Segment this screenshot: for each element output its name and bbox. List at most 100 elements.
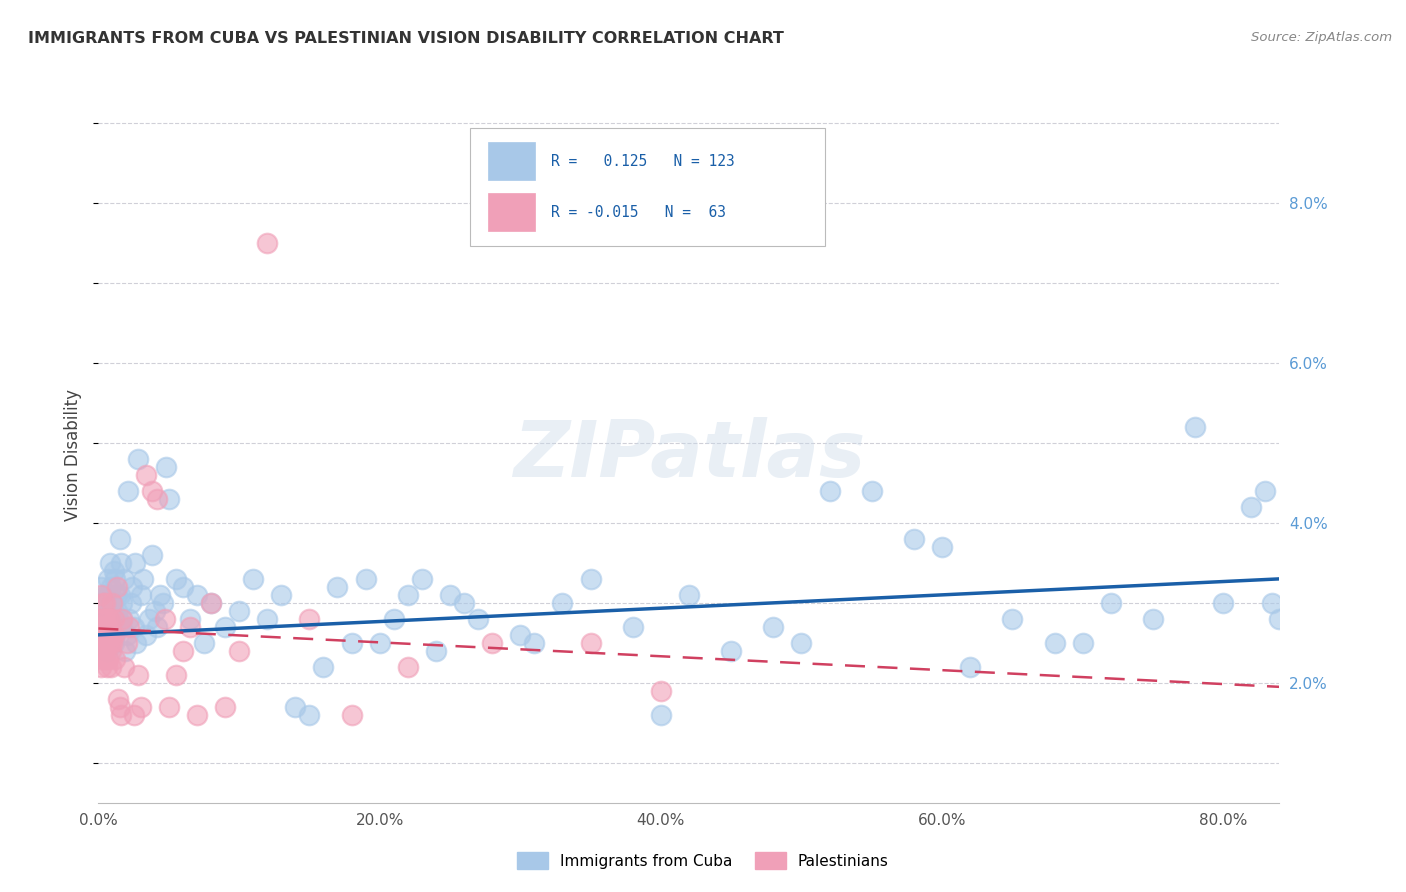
Point bbox=[186, 588, 208, 602]
Point bbox=[1071, 636, 1094, 650]
Point bbox=[104, 572, 127, 586]
Point bbox=[242, 572, 264, 586]
Point bbox=[172, 580, 194, 594]
Point bbox=[129, 699, 152, 714]
Point bbox=[143, 604, 166, 618]
Point bbox=[157, 491, 180, 506]
Point bbox=[141, 548, 163, 562]
Point bbox=[97, 572, 120, 586]
Point bbox=[91, 620, 114, 634]
Point bbox=[98, 612, 121, 626]
Point bbox=[1099, 596, 1122, 610]
Point bbox=[579, 636, 602, 650]
Point bbox=[96, 644, 118, 658]
Point bbox=[439, 588, 461, 602]
Point bbox=[903, 532, 925, 546]
Point bbox=[118, 612, 141, 626]
Point bbox=[200, 596, 222, 610]
Point bbox=[138, 612, 160, 626]
Point bbox=[790, 636, 813, 650]
Point bbox=[89, 644, 111, 658]
Point bbox=[931, 540, 953, 554]
Point bbox=[129, 588, 152, 602]
Point bbox=[97, 652, 120, 666]
Point bbox=[103, 612, 125, 626]
Y-axis label: Vision Disability: Vision Disability bbox=[65, 389, 83, 521]
Point bbox=[1212, 596, 1234, 610]
Bar bbox=[488, 142, 536, 180]
Point bbox=[103, 636, 125, 650]
Point bbox=[94, 604, 117, 618]
Point bbox=[91, 596, 114, 610]
Point bbox=[96, 612, 118, 626]
Point bbox=[104, 652, 127, 666]
Point bbox=[124, 556, 146, 570]
Point bbox=[165, 572, 187, 586]
Bar bbox=[488, 193, 536, 231]
Point bbox=[91, 612, 114, 626]
Point bbox=[101, 620, 124, 634]
Text: Source: ZipAtlas.com: Source: ZipAtlas.com bbox=[1251, 31, 1392, 45]
Point bbox=[101, 596, 124, 610]
Point bbox=[89, 612, 111, 626]
Point bbox=[396, 660, 419, 674]
Point bbox=[650, 707, 672, 722]
Point bbox=[110, 556, 132, 570]
Point bbox=[112, 660, 135, 674]
Point bbox=[509, 628, 531, 642]
Point bbox=[96, 620, 118, 634]
Point bbox=[100, 612, 122, 626]
Point bbox=[94, 612, 117, 626]
Point bbox=[650, 683, 672, 698]
Point bbox=[105, 588, 128, 602]
Point bbox=[186, 707, 208, 722]
Point bbox=[256, 612, 278, 626]
Point bbox=[179, 612, 201, 626]
Point bbox=[284, 699, 307, 714]
Point bbox=[90, 588, 112, 602]
Point bbox=[1001, 612, 1024, 626]
Point bbox=[1142, 612, 1164, 626]
Point bbox=[298, 612, 321, 626]
Point bbox=[165, 668, 187, 682]
Point bbox=[678, 588, 700, 602]
Point bbox=[100, 644, 122, 658]
Point bbox=[104, 628, 127, 642]
Point bbox=[762, 620, 785, 634]
Point bbox=[146, 491, 169, 506]
Point bbox=[94, 596, 117, 610]
Point bbox=[720, 644, 742, 658]
Point bbox=[153, 612, 176, 626]
Point bbox=[94, 652, 117, 666]
Point bbox=[121, 580, 143, 594]
Point bbox=[621, 620, 644, 634]
Point bbox=[98, 628, 121, 642]
Point bbox=[200, 596, 222, 610]
Point bbox=[100, 660, 122, 674]
Point bbox=[340, 636, 363, 650]
Point bbox=[105, 604, 128, 618]
Point bbox=[110, 620, 132, 634]
Point bbox=[326, 580, 349, 594]
Point bbox=[467, 612, 489, 626]
Legend: Immigrants from Cuba, Palestinians: Immigrants from Cuba, Palestinians bbox=[510, 846, 896, 875]
Point bbox=[118, 620, 141, 634]
Point bbox=[114, 644, 136, 658]
Point bbox=[94, 628, 117, 642]
Point bbox=[172, 644, 194, 658]
Point bbox=[91, 596, 114, 610]
Point bbox=[93, 620, 115, 634]
Point bbox=[179, 620, 201, 634]
Point bbox=[89, 628, 111, 642]
Point bbox=[135, 467, 157, 482]
Point bbox=[132, 572, 155, 586]
Point bbox=[98, 556, 121, 570]
Point bbox=[111, 612, 134, 626]
Point bbox=[368, 636, 391, 650]
Point bbox=[1268, 612, 1291, 626]
Point bbox=[122, 707, 145, 722]
Point bbox=[193, 636, 215, 650]
Point bbox=[112, 572, 135, 586]
Point bbox=[93, 644, 115, 658]
Point bbox=[579, 572, 602, 586]
